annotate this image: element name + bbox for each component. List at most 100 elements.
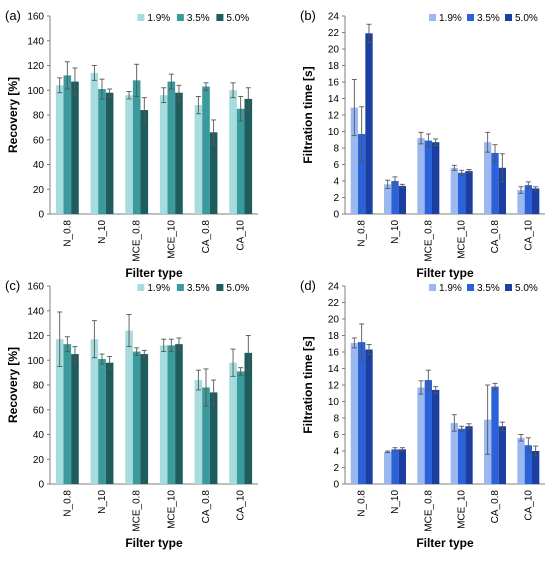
bar: [244, 98, 253, 214]
x-tick-label: MCE_0.8: [423, 220, 434, 262]
chart-panel-1: 0 20 40 60 80 100 120 140 160 N_0.8 N_10 MCE_0.8 MCE…: [5, 8, 258, 280]
y-axis-title: Recovery [%]: [6, 347, 20, 423]
bar: [209, 132, 218, 214]
y-tick-label: 14: [328, 94, 340, 105]
legend-swatch: [137, 14, 145, 21]
y-tick-label: 22: [328, 298, 340, 309]
legend-label: 3.5%: [187, 13, 210, 24]
legend-label: 1.9%: [439, 13, 462, 24]
y-tick-label: 40: [33, 430, 45, 441]
legend-swatch: [505, 284, 512, 291]
bar: [517, 190, 525, 214]
bar: [432, 389, 440, 484]
panel-label: (c): [5, 278, 20, 293]
y-tick-label: 120: [27, 61, 44, 72]
bar: [517, 437, 525, 484]
bar: [524, 185, 532, 214]
x-tick-label: CA_0.8: [490, 220, 501, 254]
y-axis-title: Filtration time [s]: [301, 336, 315, 433]
panel-label: (d): [300, 278, 316, 293]
y-axis-title: Filtration time [s]: [301, 66, 315, 163]
bar: [105, 92, 114, 214]
bar: [358, 133, 366, 214]
bar: [424, 380, 432, 484]
x-tick-label: N_10: [390, 220, 401, 244]
x-tick-label: N_10: [97, 490, 108, 514]
y-tick-label: 22: [328, 28, 340, 39]
legend-swatch: [467, 14, 474, 21]
legend-label: 5.0%: [515, 283, 538, 294]
bar: [491, 386, 499, 484]
bar: [236, 371, 245, 484]
bar: [391, 181, 399, 214]
y-tick-label: 16: [328, 348, 340, 359]
bar: [365, 33, 373, 215]
bar: [465, 426, 473, 484]
y-tick-label: 100: [27, 356, 44, 367]
legend-swatch: [137, 284, 145, 291]
x-tick-label: CA_10: [236, 490, 247, 521]
x-tick-label: CA_10: [523, 490, 534, 521]
y-tick-label: 0: [38, 480, 44, 491]
bar: [365, 349, 373, 484]
x-axis-title: Filter type: [416, 536, 474, 550]
x-tick-label: N_0.8: [357, 490, 368, 517]
y-tick-label: 20: [33, 185, 45, 196]
y-tick-label: 0: [333, 210, 339, 221]
y-tick-label: 24: [328, 282, 340, 293]
bar: [55, 339, 64, 484]
bar: [398, 185, 406, 214]
legend-swatch: [216, 14, 224, 21]
chart-panel-3: 0 20 40 60 80 100 120 140 160 N_0.8 N_10 MCE_0.8 MCE…: [5, 278, 258, 550]
bar: [140, 354, 149, 484]
bar: [132, 80, 141, 214]
y-tick-label: 4: [333, 177, 339, 188]
bar: [90, 72, 99, 214]
bar: [498, 167, 506, 214]
x-tick-label: N_10: [390, 490, 401, 514]
legend-label: 5.0%: [515, 13, 538, 24]
bar: [236, 108, 245, 214]
legend-swatch: [176, 284, 184, 291]
bar: [484, 142, 492, 214]
bar: [98, 89, 106, 214]
bar: [167, 345, 176, 484]
bar: [450, 422, 458, 484]
bar: [524, 445, 532, 484]
panel-label: (b): [300, 8, 316, 23]
bar: [202, 387, 210, 484]
x-tick-label: MCE_0.8: [423, 490, 434, 532]
x-axis-title: Filter type: [416, 266, 474, 280]
panel-label: (a): [5, 8, 21, 23]
legend-swatch: [429, 284, 436, 291]
y-tick-label: 80: [33, 111, 45, 122]
bar: [194, 380, 203, 484]
bar: [424, 140, 432, 214]
legend-label: 1.9%: [147, 13, 170, 24]
bar: [167, 81, 176, 215]
y-tick-label: 12: [328, 111, 340, 122]
y-tick-label: 8: [333, 414, 339, 425]
y-tick-label: 4: [333, 447, 339, 458]
y-tick-label: 140: [27, 306, 44, 317]
bar: [71, 354, 79, 484]
bar: [125, 95, 133, 214]
bar: [98, 359, 106, 484]
x-tick-label: MCE_10: [457, 220, 468, 259]
bar: [229, 90, 237, 214]
x-tick-label: MCE_10: [166, 220, 177, 259]
y-tick-label: 100: [27, 86, 44, 97]
bar: [175, 92, 183, 214]
bar: [458, 428, 466, 484]
legend-label: 3.5%: [477, 13, 500, 24]
bar: [63, 344, 72, 484]
y-tick-label: 6: [333, 160, 339, 171]
legend-label: 3.5%: [187, 283, 210, 294]
bar: [350, 342, 358, 484]
x-tick-label: CA_0.8: [201, 490, 212, 524]
bar: [132, 351, 141, 484]
bar: [450, 167, 458, 214]
